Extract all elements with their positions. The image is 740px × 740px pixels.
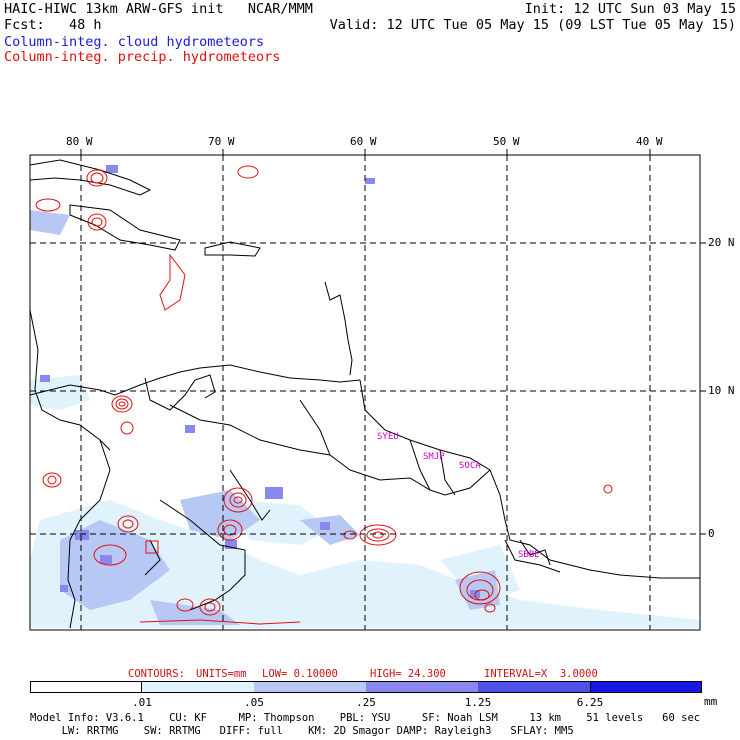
lon-label-70w: 70 W [208, 135, 235, 148]
contours-interval: INTERVAL=X 3.0000 [484, 668, 598, 680]
axis-ticks [80, 149, 706, 535]
lat-label-20n: 20 N [708, 236, 735, 249]
precip-field-title: Column-integ. precip. hydrometeors [4, 49, 281, 65]
graticule [30, 155, 700, 630]
lat-label-0: 0 [708, 527, 715, 540]
colorbar-seg-2 [254, 681, 366, 693]
colorbar-label-1: .05 [244, 696, 264, 709]
init-time: Init: 12 UTC Sun 03 May 15 [524, 1, 736, 17]
colorbar-seg-4 [478, 681, 590, 693]
forecast-hour: Fcst: 48 h [4, 17, 102, 33]
station-smjp: SMJP [423, 452, 445, 462]
station-sbbe: SBBE [518, 550, 540, 560]
contours-units: UNITS=mm [196, 668, 247, 680]
lon-label-80w: 80 W [66, 135, 93, 148]
model-info-line1: Model Info: V3.6.1 CU: KF MP: Thompson P… [30, 712, 701, 724]
colorbar-unit: mm [704, 695, 718, 708]
lat-label-10n: 10 N [708, 384, 735, 397]
lon-label-60w: 60 W [350, 135, 377, 148]
station-syeu: SYEU [377, 432, 399, 442]
model-info-line2: LW: RRTMG SW: RRTMG DIFF: full KM: 2D Sm… [30, 725, 574, 737]
valid-time: Valid: 12 UTC Tue 05 May 15 (09 LST Tue … [329, 17, 736, 33]
colorbar-label-2: .25 [356, 696, 376, 709]
colorbar-label-0: .01 [132, 696, 152, 709]
colorbar-label-3: 1.25 [464, 696, 492, 709]
cloud-field-title: Column-integ. cloud hydrometeors [4, 34, 265, 50]
station-soca: SOCA [459, 461, 481, 471]
colorbar-seg-5 [590, 681, 702, 693]
contours-high: HIGH= 24.300 [370, 668, 446, 680]
precip-contours [35, 165, 613, 625]
colorbar-seg-1 [142, 681, 254, 693]
colorbar-seg-3 [366, 681, 478, 693]
lon-label-40w: 40 W [636, 135, 663, 148]
lon-label-50w: 50 W [493, 135, 520, 148]
colorbar-seg-0 [30, 681, 142, 693]
coastlines [29, 159, 700, 629]
contours-low: LOW= 0.10000 [262, 668, 338, 680]
run-title: HAIC-HIWC 13km ARW-GFS init NCAR/MMM [4, 1, 313, 17]
colorbar-label-4: 6.25 [576, 696, 604, 709]
contours-prefix: CONTOURS: [128, 668, 185, 680]
